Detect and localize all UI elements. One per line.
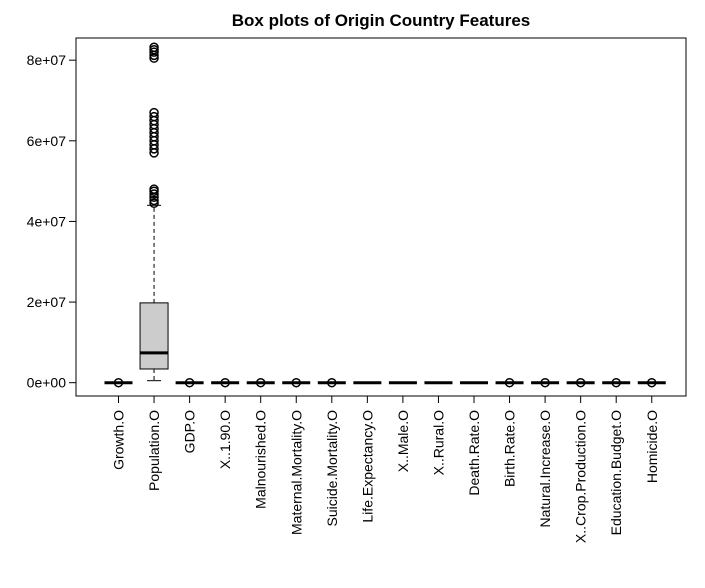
- box-Birth.Rate.O: [495, 377, 524, 388]
- box-GDP.O: [175, 377, 204, 388]
- y-tick-label: 2e+07: [27, 294, 67, 310]
- x-tick-label: Population.O: [146, 410, 162, 491]
- box-X..Crop.Production.O: [566, 377, 595, 388]
- x-tick-label: X..Rural.O: [430, 410, 446, 475]
- box-Natural.Increase.O: [531, 377, 560, 388]
- x-tick-label: Suicide.Mortality.O: [324, 410, 340, 527]
- x-tick-label: Maternal.Mortality.O: [288, 410, 304, 535]
- box-Maternal.Mortality.O: [282, 377, 311, 388]
- outlier-point: [575, 377, 586, 388]
- x-tick-label: Life.Expectancy.O: [359, 410, 375, 523]
- box-plot-series: [104, 42, 666, 388]
- x-tick-label: Birth.Rate.O: [502, 410, 518, 487]
- outlier-point: [149, 189, 159, 199]
- outlier-point: [149, 195, 159, 206]
- outlier-point: [255, 377, 266, 388]
- box-Malnourished.O: [246, 377, 275, 388]
- x-tick-label: Homicide.O: [644, 410, 660, 483]
- y-tick-label: 6e+07: [27, 133, 67, 149]
- x-tick-label: Education.Budget.O: [608, 410, 624, 535]
- outlier-point: [184, 377, 195, 388]
- outlier-point: [149, 42, 159, 53]
- x-tick-label: Natural.Increase.O: [537, 410, 553, 528]
- box-Population.O: [139, 42, 169, 382]
- x-tick-label: Malnourished.O: [253, 410, 269, 509]
- box-iqr: [139, 302, 169, 370]
- y-tick-label: 4e+07: [27, 213, 67, 229]
- box-Suicide.Mortality.O: [317, 377, 346, 388]
- box-Growth.O: [104, 377, 133, 388]
- outlier-point: [149, 111, 159, 122]
- outlier-point: [291, 377, 301, 388]
- box-X..1.90.O: [211, 377, 240, 388]
- x-tick-label: GDP.O: [182, 410, 198, 453]
- x-tick-label: X..Crop.Production.O: [573, 410, 589, 543]
- outlier-point: [149, 107, 159, 118]
- outlier-point: [149, 184, 159, 194]
- outlier-point: [611, 377, 621, 388]
- x-tick-label: X..Male.O: [395, 410, 411, 472]
- y-tick-label: 8e+07: [27, 52, 67, 68]
- box-Homicide.O: [637, 377, 666, 388]
- outlier-point: [149, 198, 159, 209]
- x-tick-label: Death.Rate.O: [466, 410, 482, 496]
- outlier-point: [504, 377, 515, 388]
- outlier-point: [540, 377, 550, 388]
- outlier-point: [327, 377, 337, 388]
- y-tick-label: 0e+00: [27, 375, 67, 391]
- x-tick-label: Growth.O: [111, 410, 127, 470]
- outlier-point: [647, 377, 657, 388]
- chart-title: Box plots of Origin Country Features: [232, 11, 530, 30]
- outlier-point: [220, 377, 230, 388]
- x-axis: Growth.O Population.O GDP.O X..1.90.O Malnou…: [111, 395, 660, 543]
- box-Education.Budget.O: [602, 377, 631, 388]
- outlier-point: [113, 377, 124, 388]
- x-tick-label: X..1.90.O: [217, 410, 233, 469]
- y-axis: 0e+00 2e+07 4e+07 6e+07 8e+07: [27, 52, 77, 391]
